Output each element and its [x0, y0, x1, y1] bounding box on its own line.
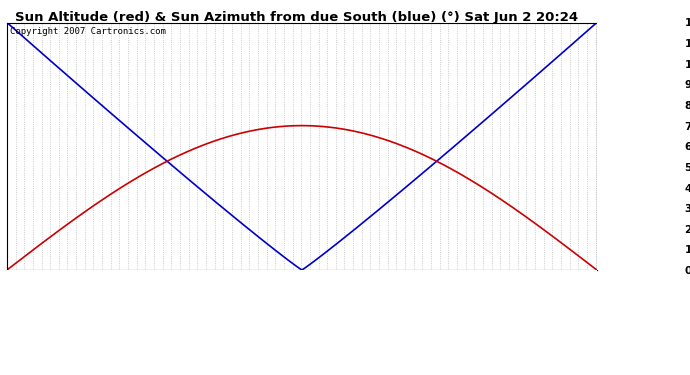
Text: Sun Altitude (red) & Sun Azimuth from due South (blue) (°) Sat Jun 2 20:24: Sun Altitude (red) & Sun Azimuth from du… — [15, 11, 578, 24]
Text: Copyright 2007 Cartronics.com: Copyright 2007 Cartronics.com — [10, 27, 166, 36]
